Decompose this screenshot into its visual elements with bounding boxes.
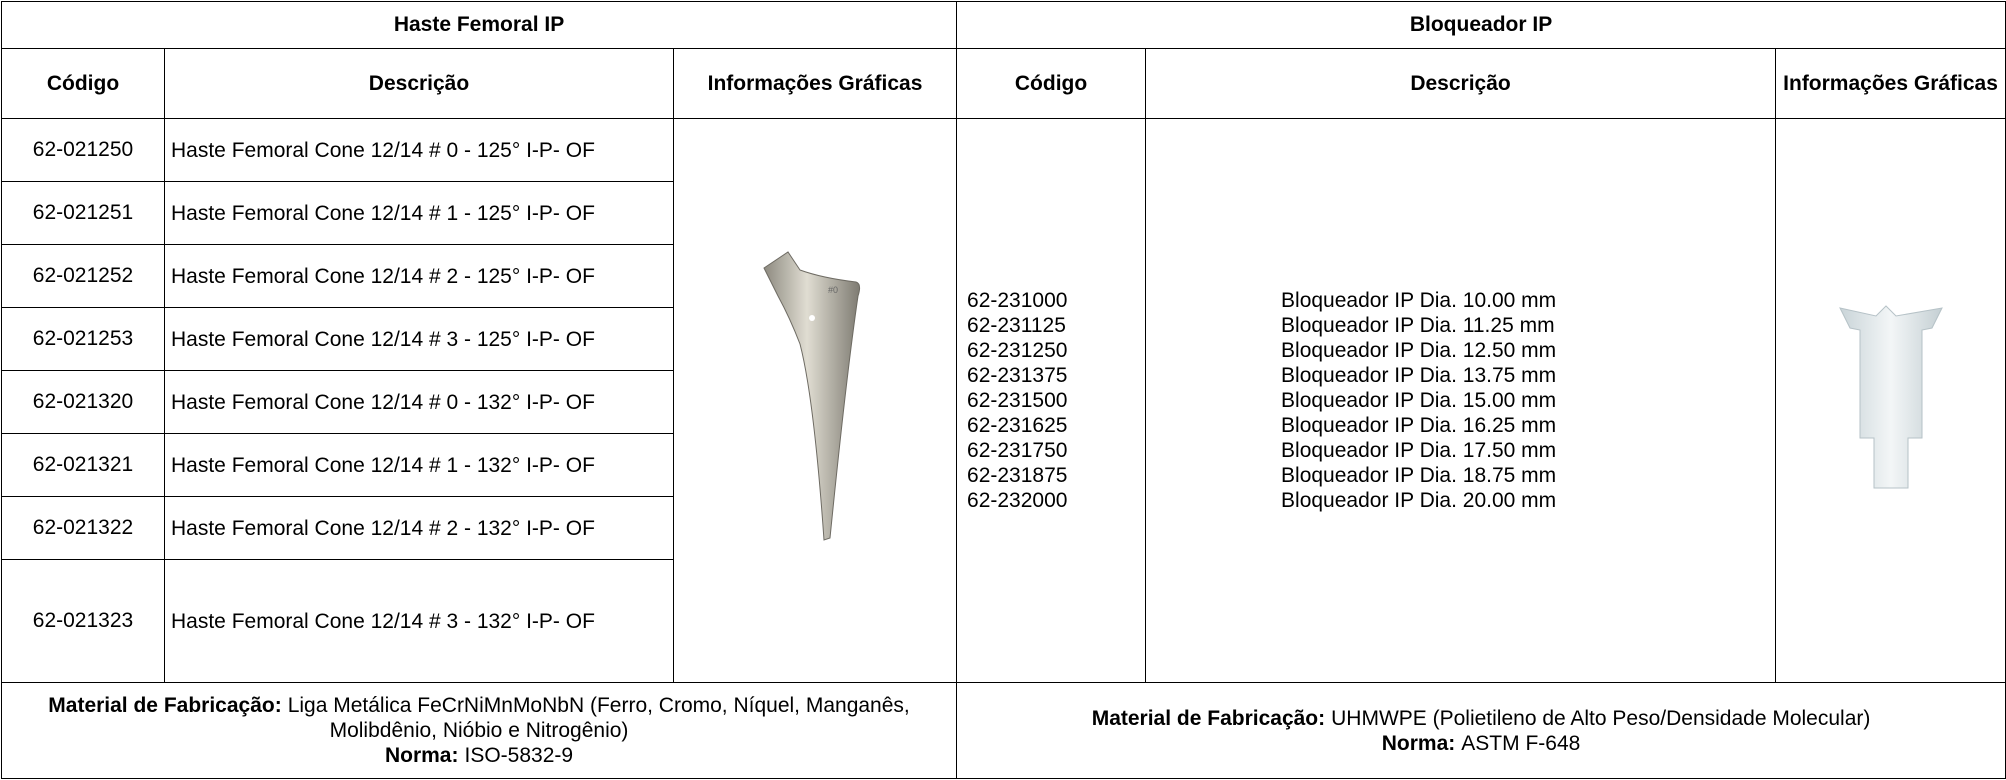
code-cell: 62-021320 bbox=[1, 370, 165, 434]
description: Bloqueador IP Dia. 20.00 mm bbox=[1281, 489, 1557, 512]
description: Bloqueador IP Dia. 16.25 mm bbox=[1281, 414, 1557, 437]
description: Bloqueador IP Dia. 15.00 mm bbox=[1281, 389, 1557, 412]
code-cell: 62-021321 bbox=[1, 433, 165, 497]
norma: Norma: ASTM F-648 bbox=[963, 731, 1999, 756]
data-row: 62-021252 Haste Femoral Cone 12/14 # 2 - … bbox=[1, 244, 2006, 308]
norma-text: ASTM F-648 bbox=[1461, 731, 1581, 755]
material-text: UHMWPE (Polietileno de Alto Peso/Densida… bbox=[1331, 706, 1871, 730]
column-header: Descrição bbox=[164, 48, 674, 119]
description-cell: Haste Femoral Cone 12/14 # 3 - 125° I-P-… bbox=[164, 307, 674, 371]
data-row: 62-021321 Haste Femoral Cone 12/14 # 1 - … bbox=[1, 433, 2006, 497]
data-row: 62-021320 Haste Femoral Cone 12/14 # 0 - … bbox=[1, 370, 2006, 434]
code: 62-231375 bbox=[967, 364, 1068, 387]
code-cell: 62-021250 bbox=[1, 118, 165, 182]
data-row: 62-021322 Haste Femoral Cone 12/14 # 2 - … bbox=[1, 496, 2006, 560]
code: 62-231250 bbox=[967, 339, 1068, 362]
description: Bloqueador IP Dia. 10.00 mm bbox=[1281, 289, 1557, 312]
stem-image: #0 bbox=[763, 250, 861, 541]
section-title: Haste Femoral IP bbox=[0, 1, 958, 49]
code-cell: 62-021251 bbox=[1, 181, 165, 245]
material: Material de Fabricação: UHMWPE (Polietile… bbox=[963, 706, 1999, 731]
footer-cell: Material de Fabricação: UHMWPE (Polietile… bbox=[956, 682, 2006, 779]
data-row: 62-021250 Haste Femoral Cone 12/14 # 0 - … bbox=[1, 118, 2006, 683]
description: Bloqueador IP Dia. 17.50 mm bbox=[1281, 439, 1557, 462]
header-row: Código Descrição Informações Gráficas Có… bbox=[1, 48, 2006, 119]
footer-row: Material de Fabricação: Liga Metálica FeC… bbox=[0, 682, 2006, 779]
material: Material de Fabricação: Liga Metálica FeC… bbox=[8, 693, 950, 743]
material-label: Material de Fabricação: bbox=[48, 694, 282, 717]
plug-image bbox=[1838, 304, 1943, 488]
image-cell: #0 bbox=[672, 118, 958, 683]
footer-cell: Material de Fabricação: Liga Metálica FeC… bbox=[0, 682, 958, 779]
material-text: Liga Metálica FeCrNiMnMoNbN (Ferro, Crom… bbox=[287, 694, 910, 742]
description-list-cell: Bloqueador IP Dia. 10.00 mm Bloqueador IP… bbox=[1145, 118, 1777, 683]
description-cell: Haste Femoral Cone 12/14 # 3 - 132° I-P-… bbox=[164, 559, 674, 683]
data-row: 62-021253 Haste Femoral Cone 12/14 # 3 - … bbox=[1, 307, 2006, 371]
column-header: Informações Gráficas bbox=[672, 48, 958, 119]
image-cell bbox=[1775, 118, 2006, 683]
code: 62-231000 bbox=[967, 289, 1068, 312]
description-cell: Haste Femoral Cone 12/14 # 0 - 125° I-P-… bbox=[164, 118, 674, 182]
code-list-cell: 62-231000 62-231125 62-231250 62-231375 62-2… bbox=[956, 118, 1147, 683]
code-cell: 62-021323 bbox=[1, 559, 165, 683]
code-cell: 62-021253 bbox=[1, 307, 165, 371]
description-cell: Haste Femoral Cone 12/14 # 2 - 132° I-P-… bbox=[164, 496, 674, 560]
description: Bloqueador IP Dia. 18.75 mm bbox=[1281, 464, 1557, 487]
description-cell: Haste Femoral Cone 12/14 # 1 - 132° I-P-… bbox=[164, 433, 674, 497]
code: 62-231750 bbox=[967, 439, 1068, 462]
section-row: Haste Femoral IP Bloqueador IP bbox=[0, 1, 2006, 49]
section-title: Bloqueador IP bbox=[956, 1, 2006, 49]
description: Bloqueador IP Dia. 11.25 mm bbox=[1281, 314, 1555, 337]
code-cell: 62-021252 bbox=[1, 244, 165, 308]
code: 62-231500 bbox=[967, 389, 1068, 412]
svg-text:#0: #0 bbox=[828, 285, 838, 295]
column-header: Código bbox=[1, 48, 165, 119]
data-row: 62-021323 Haste Femoral Cone 12/14 # 3 - … bbox=[1, 559, 2006, 683]
norma-label: Norma: bbox=[384, 744, 459, 767]
description: Bloqueador IP Dia. 12.50 mm bbox=[1281, 339, 1557, 362]
description-cell: Haste Femoral Cone 12/14 # 0 - 132° I-P-… bbox=[164, 370, 674, 434]
data-row: 62-021251 Haste Femoral Cone 12/14 # 1 - … bbox=[1, 181, 2006, 245]
description: Bloqueador IP Dia. 13.75 mm bbox=[1281, 364, 1557, 387]
column-header: Descrição bbox=[1145, 48, 1777, 119]
norma-label: Norma: bbox=[1381, 731, 1456, 755]
norma-text: ISO-5832-9 bbox=[464, 744, 574, 767]
description-cell: Haste Femoral Cone 12/14 # 2 - 125° I-P-… bbox=[164, 244, 674, 308]
description-cell: Haste Femoral Cone 12/14 # 1 - 125° I-P-… bbox=[164, 181, 674, 245]
column-header: Informações Gráficas bbox=[1775, 48, 2006, 119]
norma: Norma: ISO-5832-9 bbox=[8, 743, 950, 768]
code: 62-232000 bbox=[967, 489, 1068, 512]
code: 62-231625 bbox=[967, 414, 1068, 437]
column-header: Código bbox=[956, 48, 1147, 119]
material-label: Material de Fabricação: bbox=[1091, 706, 1326, 730]
code-cell: 62-021322 bbox=[1, 496, 165, 560]
code: 62-231125 bbox=[967, 314, 1066, 337]
code: 62-231875 bbox=[967, 464, 1068, 487]
